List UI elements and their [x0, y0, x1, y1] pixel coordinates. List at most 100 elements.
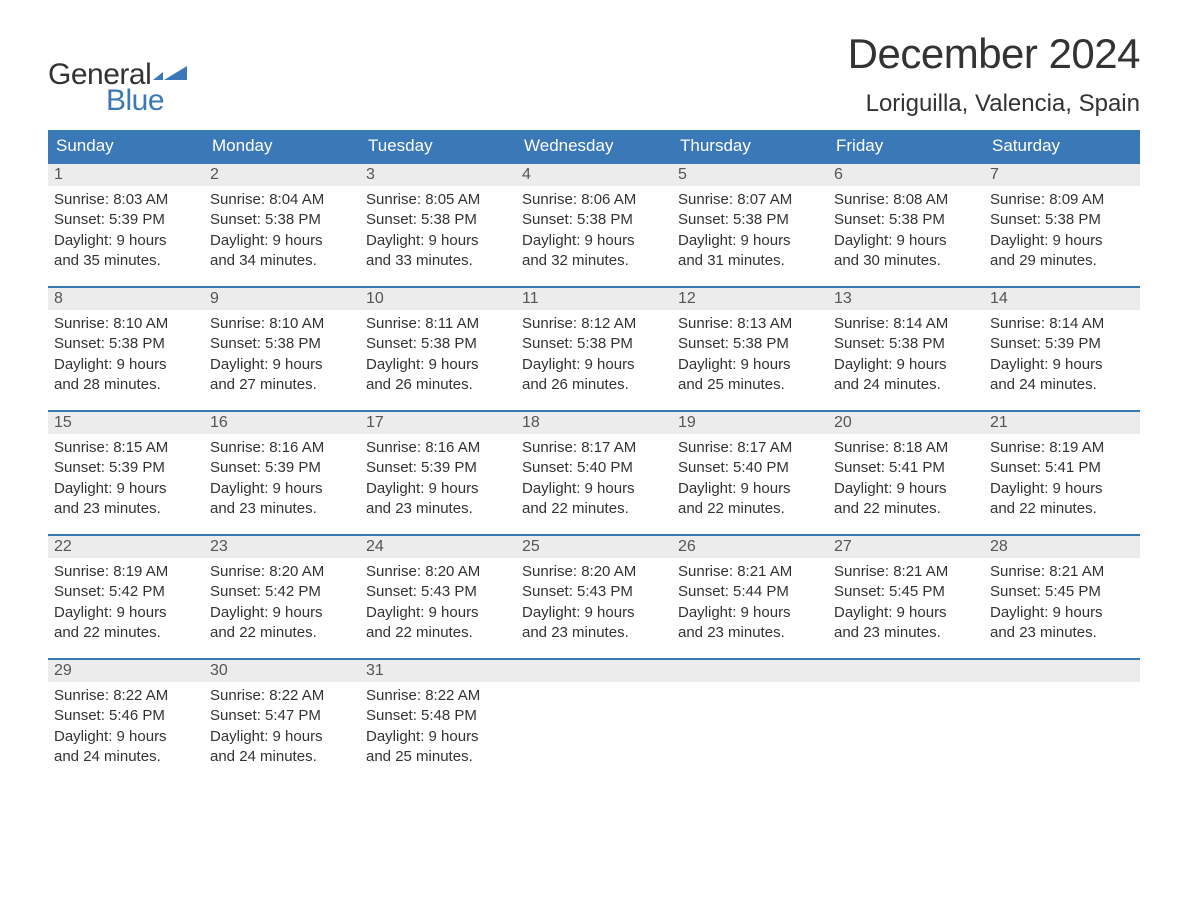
cell-body: Sunrise: 8:21 AMSunset: 5:45 PMDaylight:…	[828, 558, 984, 651]
sunset-text: Sunset: 5:39 PM	[54, 458, 198, 478]
day-number: 10	[360, 288, 516, 310]
calendar-cell: 4Sunrise: 8:06 AMSunset: 5:38 PMDaylight…	[516, 164, 672, 286]
cell-body: Sunrise: 8:21 AMSunset: 5:45 PMDaylight:…	[984, 558, 1140, 651]
day-number: 19	[672, 412, 828, 434]
calendar-cell: 12Sunrise: 8:13 AMSunset: 5:38 PMDayligh…	[672, 288, 828, 410]
cell-body: Sunrise: 8:22 AMSunset: 5:47 PMDaylight:…	[204, 682, 360, 775]
daylight-line2: and 24 minutes.	[834, 375, 978, 395]
daylight-line2: and 22 minutes.	[522, 499, 666, 519]
daylight-line1: Daylight: 9 hours	[678, 355, 822, 375]
daylight-line1: Daylight: 9 hours	[678, 479, 822, 499]
day-header-friday: Friday	[828, 130, 984, 162]
daylight-line1: Daylight: 9 hours	[366, 479, 510, 499]
daylight-line2: and 22 minutes.	[366, 623, 510, 643]
calendar-cell: 31Sunrise: 8:22 AMSunset: 5:48 PMDayligh…	[360, 660, 516, 782]
sunrise-text: Sunrise: 8:19 AM	[990, 438, 1134, 458]
day-number: 26	[672, 536, 828, 558]
sunset-text: Sunset: 5:39 PM	[54, 210, 198, 230]
sunset-text: Sunset: 5:47 PM	[210, 706, 354, 726]
cell-body: Sunrise: 8:14 AMSunset: 5:38 PMDaylight:…	[828, 310, 984, 403]
daylight-line1: Daylight: 9 hours	[834, 479, 978, 499]
calendar-cell: 18Sunrise: 8:17 AMSunset: 5:40 PMDayligh…	[516, 412, 672, 534]
sunset-text: Sunset: 5:46 PM	[54, 706, 198, 726]
daylight-line2: and 26 minutes.	[366, 375, 510, 395]
day-number: 1	[48, 164, 204, 186]
calendar-cell: 21Sunrise: 8:19 AMSunset: 5:41 PMDayligh…	[984, 412, 1140, 534]
daylight-line1: Daylight: 9 hours	[54, 231, 198, 251]
sunrise-text: Sunrise: 8:15 AM	[54, 438, 198, 458]
daylight-line2: and 22 minutes.	[54, 623, 198, 643]
calendar-cell: 13Sunrise: 8:14 AMSunset: 5:38 PMDayligh…	[828, 288, 984, 410]
daylight-line2: and 33 minutes.	[366, 251, 510, 271]
sunset-text: Sunset: 5:38 PM	[210, 210, 354, 230]
day-header-thursday: Thursday	[672, 130, 828, 162]
month-title: December 2024	[848, 30, 1140, 78]
sunset-text: Sunset: 5:38 PM	[366, 334, 510, 354]
daylight-line1: Daylight: 9 hours	[210, 355, 354, 375]
day-number: 25	[516, 536, 672, 558]
sunset-text: Sunset: 5:39 PM	[210, 458, 354, 478]
sunset-text: Sunset: 5:40 PM	[678, 458, 822, 478]
day-number: 31	[360, 660, 516, 682]
daylight-line1: Daylight: 9 hours	[522, 479, 666, 499]
daylight-line1: Daylight: 9 hours	[210, 727, 354, 747]
daylight-line2: and 25 minutes.	[366, 747, 510, 767]
daylight-line1: Daylight: 9 hours	[210, 603, 354, 623]
calendar-cell: 25Sunrise: 8:20 AMSunset: 5:43 PMDayligh…	[516, 536, 672, 658]
calendar-cell: 23Sunrise: 8:20 AMSunset: 5:42 PMDayligh…	[204, 536, 360, 658]
sunrise-text: Sunrise: 8:22 AM	[366, 686, 510, 706]
daylight-line2: and 34 minutes.	[210, 251, 354, 271]
calendar-cell: 11Sunrise: 8:12 AMSunset: 5:38 PMDayligh…	[516, 288, 672, 410]
calendar-cell: 5Sunrise: 8:07 AMSunset: 5:38 PMDaylight…	[672, 164, 828, 286]
calendar-cell: 9Sunrise: 8:10 AMSunset: 5:38 PMDaylight…	[204, 288, 360, 410]
calendar-cell: 17Sunrise: 8:16 AMSunset: 5:39 PMDayligh…	[360, 412, 516, 534]
daylight-line1: Daylight: 9 hours	[210, 231, 354, 251]
header: General Blue December 2024 Loriguilla, V…	[48, 30, 1140, 118]
sunset-text: Sunset: 5:41 PM	[834, 458, 978, 478]
daylight-line2: and 22 minutes.	[834, 499, 978, 519]
sunset-text: Sunset: 5:38 PM	[990, 210, 1134, 230]
day-number: 28	[984, 536, 1140, 558]
daylight-line2: and 27 minutes.	[210, 375, 354, 395]
sunset-text: Sunset: 5:42 PM	[210, 582, 354, 602]
sunset-text: Sunset: 5:38 PM	[210, 334, 354, 354]
daylight-line2: and 23 minutes.	[366, 499, 510, 519]
sunrise-text: Sunrise: 8:21 AM	[834, 562, 978, 582]
calendar-cell: 29Sunrise: 8:22 AMSunset: 5:46 PMDayligh…	[48, 660, 204, 782]
day-header-saturday: Saturday	[984, 130, 1140, 162]
day-header-monday: Monday	[204, 130, 360, 162]
sunrise-text: Sunrise: 8:14 AM	[990, 314, 1134, 334]
sunrise-text: Sunrise: 8:21 AM	[990, 562, 1134, 582]
cell-body: Sunrise: 8:18 AMSunset: 5:41 PMDaylight:…	[828, 434, 984, 527]
day-number: 2	[204, 164, 360, 186]
daylight-line1: Daylight: 9 hours	[678, 603, 822, 623]
daylight-line2: and 35 minutes.	[54, 251, 198, 271]
sunrise-text: Sunrise: 8:18 AM	[834, 438, 978, 458]
logo: General Blue	[48, 58, 187, 118]
week-row: 22Sunrise: 8:19 AMSunset: 5:42 PMDayligh…	[48, 534, 1140, 658]
cell-body: Sunrise: 8:16 AMSunset: 5:39 PMDaylight:…	[204, 434, 360, 527]
cell-body: Sunrise: 8:09 AMSunset: 5:38 PMDaylight:…	[984, 186, 1140, 279]
sunset-text: Sunset: 5:42 PM	[54, 582, 198, 602]
daylight-line2: and 30 minutes.	[834, 251, 978, 271]
daylight-line1: Daylight: 9 hours	[54, 727, 198, 747]
daylight-line2: and 31 minutes.	[678, 251, 822, 271]
day-number	[984, 660, 1140, 682]
sunrise-text: Sunrise: 8:16 AM	[210, 438, 354, 458]
calendar-cell: 22Sunrise: 8:19 AMSunset: 5:42 PMDayligh…	[48, 536, 204, 658]
daylight-line2: and 23 minutes.	[522, 623, 666, 643]
logo-text-blue: Blue	[106, 84, 187, 118]
sunset-text: Sunset: 5:39 PM	[366, 458, 510, 478]
cell-body: Sunrise: 8:22 AMSunset: 5:46 PMDaylight:…	[48, 682, 204, 775]
sunrise-text: Sunrise: 8:04 AM	[210, 190, 354, 210]
cell-body: Sunrise: 8:22 AMSunset: 5:48 PMDaylight:…	[360, 682, 516, 775]
sunset-text: Sunset: 5:45 PM	[990, 582, 1134, 602]
sunrise-text: Sunrise: 8:11 AM	[366, 314, 510, 334]
daylight-line2: and 28 minutes.	[54, 375, 198, 395]
calendar-cell: 2 Sunrise: 8:04 AMSunset: 5:38 PMDaylight…	[204, 164, 360, 286]
daylight-line2: and 22 minutes.	[678, 499, 822, 519]
daylight-line1: Daylight: 9 hours	[366, 355, 510, 375]
cell-body: Sunrise: 8:20 AMSunset: 5:43 PMDaylight:…	[516, 558, 672, 651]
sunset-text: Sunset: 5:45 PM	[834, 582, 978, 602]
calendar-cell: 1Sunrise: 8:03 AMSunset: 5:39 PMDaylight…	[48, 164, 204, 286]
